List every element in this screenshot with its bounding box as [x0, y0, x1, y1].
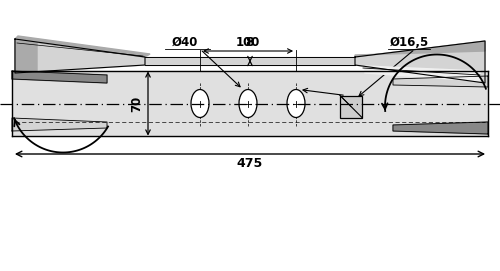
- Polygon shape: [365, 66, 480, 81]
- Polygon shape: [393, 122, 488, 134]
- Bar: [340, 95, 362, 118]
- Polygon shape: [393, 76, 488, 87]
- Polygon shape: [15, 39, 145, 73]
- Text: 475: 475: [237, 157, 263, 170]
- Polygon shape: [15, 39, 145, 57]
- Text: 70: 70: [130, 95, 143, 112]
- Ellipse shape: [287, 89, 305, 118]
- Text: 8: 8: [246, 36, 254, 49]
- Ellipse shape: [191, 89, 209, 118]
- Text: Ø40: Ø40: [172, 36, 198, 49]
- Polygon shape: [355, 41, 485, 83]
- Polygon shape: [15, 39, 37, 73]
- Polygon shape: [12, 118, 107, 131]
- Polygon shape: [15, 36, 150, 57]
- Text: 100: 100: [236, 36, 260, 49]
- Polygon shape: [12, 71, 107, 83]
- Text: Ø16,5: Ø16,5: [390, 36, 429, 49]
- Ellipse shape: [239, 89, 257, 118]
- Polygon shape: [355, 41, 485, 57]
- Polygon shape: [355, 65, 485, 83]
- Polygon shape: [15, 39, 145, 73]
- Polygon shape: [145, 57, 355, 65]
- Polygon shape: [12, 71, 488, 136]
